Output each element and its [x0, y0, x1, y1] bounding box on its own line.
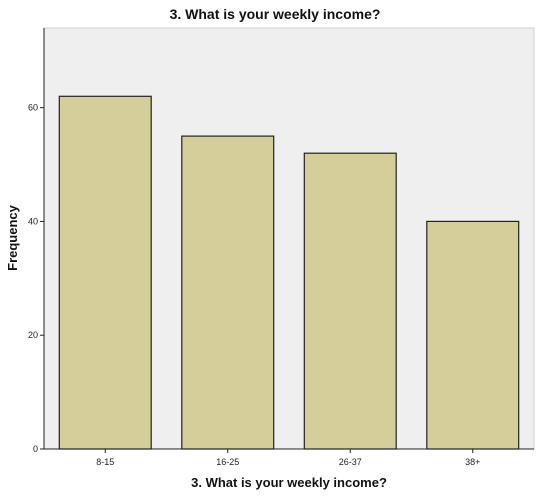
y-tick-label: 0 — [33, 444, 38, 454]
y-tick-label: 20 — [28, 330, 38, 340]
bar-38+ — [426, 220, 520, 450]
y-tick-label: 40 — [28, 216, 38, 226]
x-tick-label: 26-37 — [339, 457, 362, 467]
bar-16-25 — [181, 135, 275, 450]
y-tick-label: 60 — [28, 103, 38, 113]
x-tick-label: 38+ — [465, 457, 480, 467]
y-axis-label: Frequency — [5, 204, 20, 271]
x-tick-label: 8-15 — [96, 457, 114, 467]
bar-8-15 — [58, 95, 152, 450]
axes-layer: 8-15 16-25 26-37 38+ 0 20 40 60 — [28, 28, 534, 467]
bars-layer — [58, 95, 520, 450]
bar-26-37 — [303, 152, 397, 450]
chart-title: 3. What is your weekly income? — [170, 6, 381, 22]
x-axis-label: 3. What is your weekly income? — [191, 475, 387, 490]
x-tick-label: 16-25 — [216, 457, 239, 467]
